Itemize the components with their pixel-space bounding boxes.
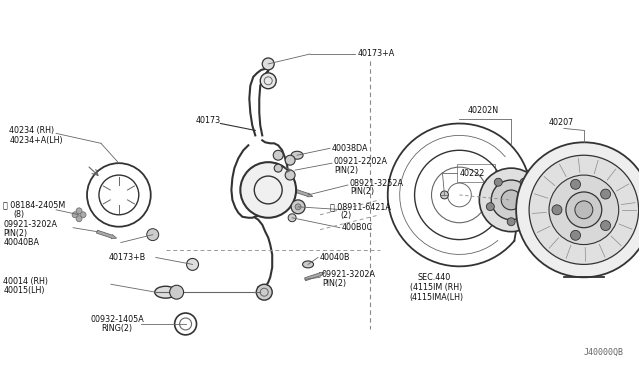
Text: (4115IM (RH): (4115IM (RH) (410, 283, 462, 292)
Text: 00932-1405A: 00932-1405A (91, 315, 145, 324)
Circle shape (575, 201, 593, 219)
Ellipse shape (291, 151, 303, 159)
Text: ⓓ 08911-6421A: ⓓ 08911-6421A (330, 202, 391, 211)
Circle shape (80, 212, 86, 218)
Circle shape (262, 58, 274, 70)
Text: Ⓐ 08184-2405M: Ⓐ 08184-2405M (3, 201, 66, 209)
FancyArrow shape (97, 230, 116, 238)
Text: 40202N: 40202N (467, 106, 499, 115)
Text: 40038DA: 40038DA (332, 144, 369, 153)
Circle shape (170, 285, 184, 299)
Text: (8): (8) (13, 210, 24, 219)
Ellipse shape (303, 261, 314, 268)
Circle shape (600, 221, 611, 231)
Circle shape (260, 73, 276, 89)
Circle shape (187, 259, 198, 270)
Text: (2): (2) (340, 211, 351, 220)
Text: 40234 (RH): 40234 (RH) (10, 126, 54, 135)
Circle shape (552, 205, 562, 215)
Text: 40015(LH): 40015(LH) (3, 286, 45, 295)
Text: J40000QB: J40000QB (584, 348, 623, 357)
Text: 40234+A(LH): 40234+A(LH) (10, 136, 63, 145)
Circle shape (549, 175, 619, 244)
Text: 09921-3202A: 09921-3202A (3, 220, 58, 229)
Text: 40173: 40173 (196, 116, 221, 125)
Circle shape (571, 179, 580, 189)
Circle shape (507, 218, 515, 226)
Circle shape (486, 203, 494, 211)
Text: 08921-3252A: 08921-3252A (350, 179, 404, 187)
Circle shape (72, 212, 78, 218)
Circle shape (256, 284, 272, 300)
Circle shape (241, 162, 296, 218)
Circle shape (76, 208, 82, 214)
Text: PIN(2): PIN(2) (334, 166, 358, 174)
Text: PIN(2): PIN(2) (350, 187, 374, 196)
Ellipse shape (155, 286, 177, 298)
Text: 40040B: 40040B (320, 253, 351, 262)
Circle shape (520, 178, 528, 186)
Text: 00921-2202A: 00921-2202A (334, 157, 388, 166)
Text: (4115IMA(LH): (4115IMA(LH) (410, 293, 464, 302)
Circle shape (528, 203, 536, 211)
Circle shape (440, 191, 449, 199)
Text: 40173+A: 40173+A (358, 49, 395, 58)
Text: 40014 (RH): 40014 (RH) (3, 277, 49, 286)
Circle shape (274, 164, 282, 172)
Circle shape (291, 200, 305, 214)
Circle shape (479, 168, 543, 232)
Circle shape (600, 189, 611, 199)
Circle shape (273, 150, 283, 160)
Circle shape (285, 170, 295, 180)
Circle shape (494, 178, 502, 186)
Text: 40173+B: 40173+B (109, 253, 146, 262)
FancyArrow shape (305, 272, 324, 281)
Text: 400B0C: 400B0C (342, 223, 373, 232)
Circle shape (295, 204, 301, 210)
Text: RING(2): RING(2) (101, 324, 132, 333)
Circle shape (501, 190, 521, 210)
Circle shape (492, 180, 531, 220)
Text: 09921-3202A: 09921-3202A (322, 270, 376, 279)
Text: PIN(2): PIN(2) (3, 229, 28, 238)
Text: 40207: 40207 (549, 118, 574, 127)
Text: PIN(2): PIN(2) (322, 279, 346, 288)
Text: SEC.440: SEC.440 (417, 273, 451, 282)
Circle shape (571, 230, 580, 240)
Circle shape (566, 192, 602, 228)
Circle shape (529, 155, 639, 264)
FancyArrow shape (292, 189, 313, 197)
Circle shape (76, 216, 82, 222)
Text: 40222: 40222 (460, 169, 484, 177)
Circle shape (288, 214, 296, 222)
Text: 40040BA: 40040BA (3, 238, 40, 247)
Circle shape (285, 155, 295, 165)
Circle shape (147, 229, 159, 241)
Circle shape (516, 142, 640, 277)
